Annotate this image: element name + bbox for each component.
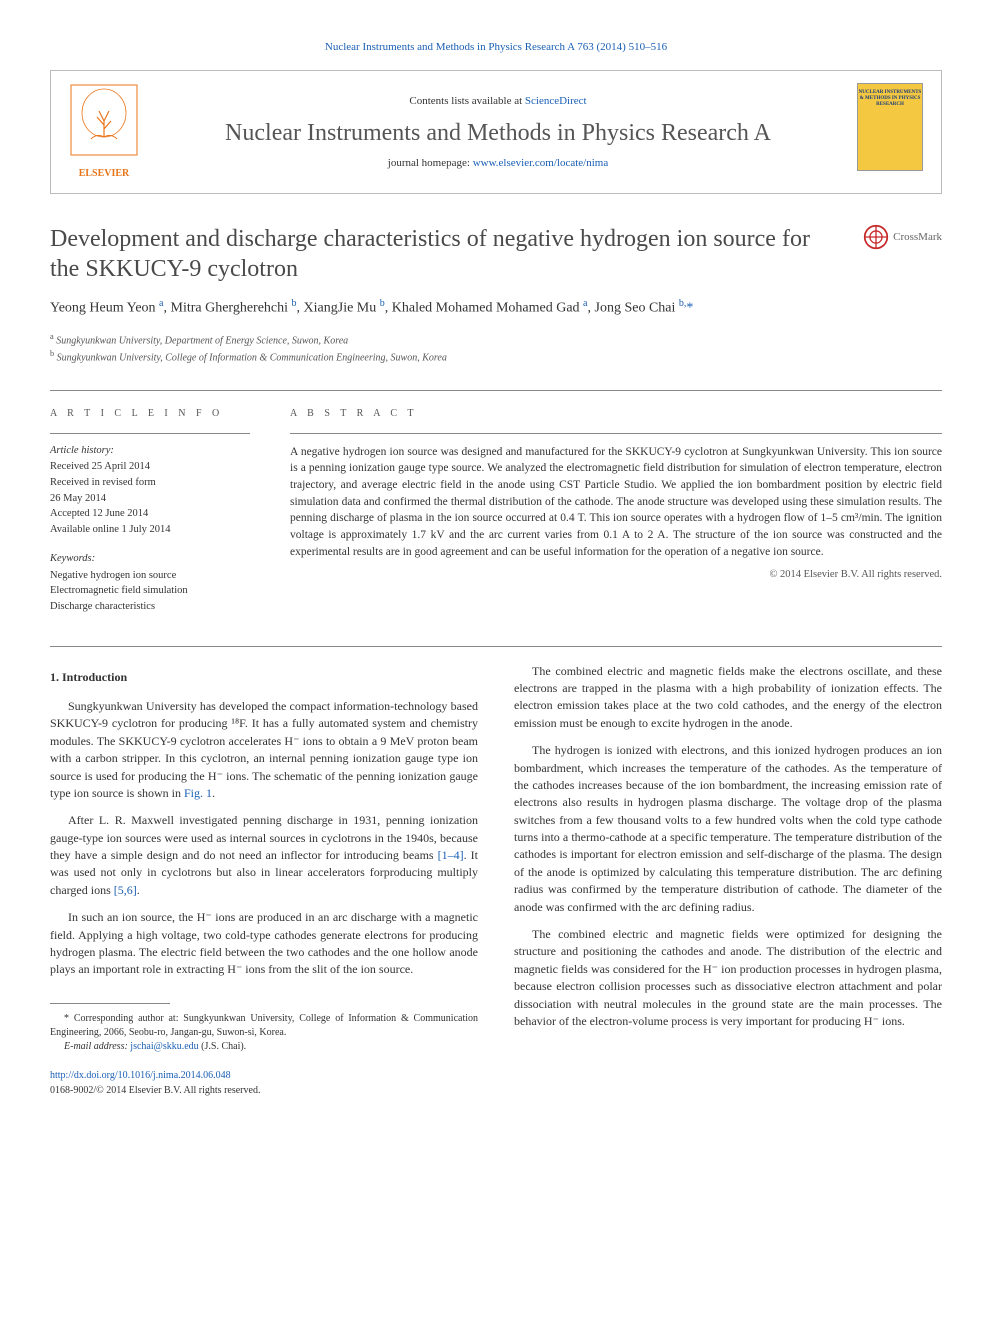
fig-ref-link[interactable]: Fig. 1 bbox=[184, 786, 212, 800]
title-row: Development and discharge characteristic… bbox=[50, 224, 942, 284]
citation-link[interactable]: [1–4] bbox=[438, 848, 464, 862]
crossmark-icon bbox=[863, 224, 889, 250]
body-columns: 1. Introduction Sungkyunkwan University … bbox=[50, 663, 942, 1098]
section-heading-intro: 1. Introduction bbox=[50, 669, 478, 686]
footnote-divider bbox=[50, 1003, 170, 1004]
citation-link[interactable]: [5,6] bbox=[114, 883, 137, 897]
history-item: Available online 1 July 2014 bbox=[50, 523, 250, 538]
journal-cover-thumbnail[interactable]: NUCLEAR INSTRUMENTS & METHODS IN PHYSICS… bbox=[857, 83, 923, 171]
doi-link[interactable]: http://dx.doi.org/10.1016/j.nima.2014.06… bbox=[50, 1070, 231, 1081]
info-divider bbox=[50, 433, 250, 434]
copyright: © 2014 Elsevier B.V. All rights reserved… bbox=[290, 568, 942, 583]
affiliation-b: b Sungkyunkwan University, College of In… bbox=[50, 348, 942, 365]
email-label: E-mail address: bbox=[64, 1041, 130, 1052]
info-abstract-row: A R T I C L E I N F O Article history: R… bbox=[50, 407, 942, 616]
keywords-label: Keywords: bbox=[50, 552, 250, 567]
sciencedirect-link[interactable]: ScienceDirect bbox=[525, 95, 587, 107]
right-column: The combined electric and magnetic field… bbox=[514, 663, 942, 1098]
homepage-link[interactable]: www.elsevier.com/locate/nima bbox=[473, 157, 609, 169]
email-link[interactable]: jschai@skku.edu bbox=[130, 1041, 198, 1052]
article-info: A R T I C L E I N F O Article history: R… bbox=[50, 407, 250, 616]
keyword-item: Discharge characteristics bbox=[50, 600, 250, 615]
authors-list: Yeong Heum Yeon a, Mitra Ghergherehchi b… bbox=[50, 296, 942, 319]
doi-block: http://dx.doi.org/10.1016/j.nima.2014.06… bbox=[50, 1068, 478, 1098]
abstract-divider bbox=[290, 433, 942, 434]
history-label: Article history: bbox=[50, 444, 250, 459]
crossmark-badge[interactable]: CrossMark bbox=[863, 224, 942, 250]
abstract-column: A B S T R A C T A negative hydrogen ion … bbox=[290, 407, 942, 616]
body-paragraph: Sungkyunkwan University has developed th… bbox=[50, 698, 478, 802]
email-note: E-mail address: jschai@skku.edu (J.S. Ch… bbox=[50, 1040, 478, 1054]
body-paragraph: The combined electric and magnetic field… bbox=[514, 663, 942, 733]
abstract-text: A negative hydrogen ion source was desig… bbox=[290, 444, 942, 561]
email-paren: (J.S. Chai). bbox=[199, 1041, 247, 1052]
issn-line: 0168-9002/© 2014 Elsevier B.V. All right… bbox=[50, 1085, 260, 1096]
body-paragraph: The hydrogen is ionized with electrons, … bbox=[514, 742, 942, 916]
history-item: Received in revised form bbox=[50, 476, 250, 491]
body-paragraph: After L. R. Maxwell investigated penning… bbox=[50, 812, 478, 899]
top-citation: Nuclear Instruments and Methods in Physi… bbox=[50, 40, 942, 55]
left-column: 1. Introduction Sungkyunkwan University … bbox=[50, 663, 478, 1098]
body-paragraph: In such an ion source, the H⁻ ions are p… bbox=[50, 909, 478, 979]
divider bbox=[50, 390, 942, 391]
corresponding-author-note: * Corresponding author at: Sungkyunkwan … bbox=[50, 1012, 478, 1040]
history-item: Received 25 April 2014 bbox=[50, 460, 250, 475]
contents-at-label: Contents lists available at bbox=[409, 95, 524, 107]
keyword-item: Negative hydrogen ion source bbox=[50, 569, 250, 584]
homepage-label: journal homepage: bbox=[388, 157, 473, 169]
journal-name: Nuclear Instruments and Methods in Physi… bbox=[157, 119, 839, 148]
homepage-line: journal homepage: www.elsevier.com/locat… bbox=[157, 156, 839, 171]
history-item: Accepted 12 June 2014 bbox=[50, 507, 250, 522]
body-divider bbox=[50, 646, 942, 647]
body-paragraph: The combined electric and magnetic field… bbox=[514, 926, 942, 1030]
keywords-block: Keywords: Negative hydrogen ion sourceEl… bbox=[50, 552, 250, 615]
contents-line: Contents lists available at ScienceDirec… bbox=[157, 94, 839, 109]
crossmark-label: CrossMark bbox=[893, 230, 942, 245]
elsevier-tree-icon bbox=[69, 83, 139, 163]
header-box: ELSEVIER Contents lists available at Sci… bbox=[50, 70, 942, 194]
top-citation-link[interactable]: Nuclear Instruments and Methods in Physi… bbox=[325, 41, 667, 53]
history-item: 26 May 2014 bbox=[50, 492, 250, 507]
header-center: Contents lists available at ScienceDirec… bbox=[157, 83, 839, 181]
keyword-item: Electromagnetic field simulation bbox=[50, 584, 250, 599]
elsevier-label: ELSEVIER bbox=[79, 167, 130, 181]
affiliation-a: a Sungkyunkwan University, Department of… bbox=[50, 331, 942, 348]
affiliations: a Sungkyunkwan University, Department of… bbox=[50, 331, 942, 366]
article-title: Development and discharge characteristic… bbox=[50, 224, 843, 284]
abstract-heading: A B S T R A C T bbox=[290, 407, 942, 421]
article-info-heading: A R T I C L E I N F O bbox=[50, 407, 250, 421]
journal-cover-text: NUCLEAR INSTRUMENTS & METHODS IN PHYSICS… bbox=[858, 90, 922, 108]
elsevier-logo[interactable]: ELSEVIER bbox=[69, 83, 139, 181]
